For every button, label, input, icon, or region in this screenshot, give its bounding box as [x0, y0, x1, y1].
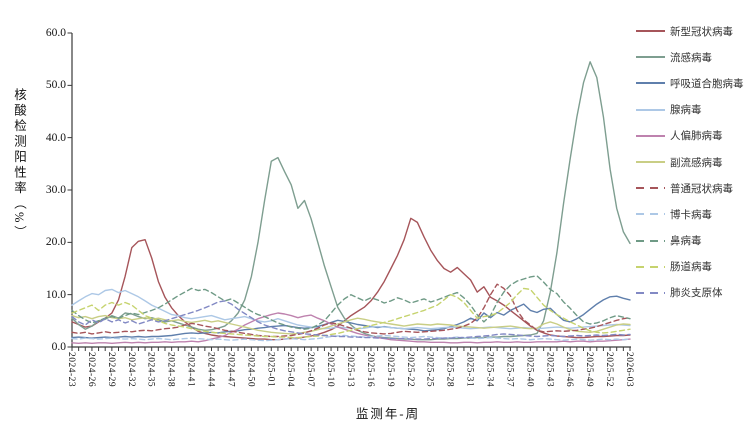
x-tick-label: 2026-03: [624, 352, 634, 388]
x-tick-label: 2025-52: [604, 352, 615, 388]
x-tick-label: 2024-35: [145, 352, 156, 388]
x-tick-label: 2025-10: [325, 352, 336, 388]
x-tick-label: 2025-01: [265, 352, 276, 388]
legend-label: 普通冠状病毒: [670, 183, 733, 195]
x-tick-label: 2024-44: [205, 352, 216, 388]
y-tick-label: 0.0: [51, 341, 66, 353]
legend-item-hmpv: 人偏肺病毒: [636, 123, 744, 149]
series-line-influenza: [71, 61, 631, 341]
y-axis-title: 核酸检测阳性率（%）: [12, 88, 26, 241]
series-line-parainfluenza: [71, 314, 631, 335]
legend-label: 呼吸道合胞病毒: [670, 78, 744, 90]
series-line-rhinovirus: [71, 275, 631, 330]
legend-item-adenovirus: 腺病毒: [636, 97, 744, 123]
x-tick-label: 2025-13: [345, 352, 355, 388]
x-tick-label: 2025-07: [305, 352, 316, 388]
x-tick-label: 2025-19: [384, 352, 395, 388]
y-tick-label: 60.0: [45, 27, 66, 39]
x-tick-label: 2025-40: [524, 352, 535, 388]
legend-label: 鼻病毒: [670, 236, 702, 248]
legend-label: 流感病毒: [670, 52, 712, 64]
x-axis-title: 监测年-周: [355, 407, 421, 421]
axes: [71, 33, 631, 348]
legend-swatch-adenovirus: [636, 108, 665, 111]
x-tick-label: 2024-26: [85, 352, 96, 388]
x-tick-label: 2024-38: [165, 352, 176, 388]
legend-label: 新型冠状病毒: [670, 26, 733, 38]
x-tick-label: 2024-47: [225, 352, 236, 388]
legend-item-enterovirus: 肠道病毒: [636, 254, 744, 280]
legend-item-mycoplasma: 肺炎支原体: [636, 280, 744, 306]
y-tick-label: 10.0: [45, 288, 66, 301]
series-line-seasonal-cov: [71, 283, 631, 338]
legend-label: 肺炎支原体: [670, 288, 723, 300]
legend-swatch-mycoplasma: [636, 291, 665, 294]
x-tick-label: 2025-49: [584, 352, 595, 388]
series-line-enterovirus: [71, 287, 631, 339]
x-tick-label: 2025-25: [424, 352, 435, 388]
series-line-sars-cov-2: [71, 217, 631, 341]
series-line-mycoplasma: [71, 300, 631, 340]
legend-item-seasonal-cov: 普通冠状病毒: [636, 175, 744, 201]
series-line-rsv: [71, 295, 631, 339]
x-tick-label: 2025-46: [564, 352, 575, 388]
legend-item-parainfluenza: 副流感病毒: [636, 149, 744, 175]
x-tick-label: 2025-22: [404, 352, 415, 388]
legend: 新型冠状病毒 流感病毒呼吸道合胞病毒 腺病毒人偏肺病毒副流感病毒普通冠状病毒 博卡病毒…: [636, 18, 744, 306]
legend-item-rsv: 呼吸道合胞病毒: [636, 70, 744, 96]
legend-item-bocavirus: 博卡病毒: [636, 201, 744, 227]
x-tick-label: 2025-16: [364, 352, 375, 388]
series-line-hmpv: [71, 312, 631, 344]
legend-label: 博卡病毒: [670, 209, 712, 221]
x-tick-label: 2025-34: [484, 352, 495, 388]
legend-label: 肠道病毒: [670, 262, 712, 274]
legend-swatch-bocavirus: [636, 213, 665, 216]
legend-label: 腺病毒: [670, 105, 702, 117]
x-tick-label: 2025-43: [544, 352, 555, 388]
legend-swatch-influenza: [636, 56, 665, 59]
legend-item-sars-cov-2: 新型冠状病毒: [636, 18, 744, 44]
legend-swatch-hmpv: [636, 134, 665, 137]
y-ticks: [67, 32, 72, 348]
legend-swatch-enterovirus: [636, 265, 665, 268]
x-tick-label: 2024-29: [105, 352, 116, 388]
y-tick-label: 40.0: [45, 131, 66, 144]
x-tick-label: 2025-37: [504, 352, 515, 388]
x-tick-label: 2025-28: [444, 352, 455, 388]
legend-item-influenza: 流感病毒: [636, 44, 744, 70]
y-tick-label: 30.0: [45, 184, 66, 196]
x-tick-label: 2024-41: [185, 352, 196, 388]
x-tick-label: 2024-32: [125, 352, 136, 388]
y-tick-label: 50.0: [45, 79, 66, 92]
x-tick-label: 2025-04: [285, 352, 296, 388]
legend-label: 人偏肺病毒: [670, 131, 723, 143]
legend-swatch-sars-cov-2: [636, 30, 665, 33]
x-tick-label: 2024-23: [66, 352, 76, 388]
legend-item-rhinovirus: 鼻病毒: [636, 228, 744, 254]
legend-label: 副流感病毒: [670, 157, 723, 169]
x-tick-label: 2024-50: [245, 352, 256, 388]
legend-swatch-rsv: [636, 82, 665, 85]
y-tick-label: 20.0: [45, 236, 66, 249]
legend-swatch-parainfluenza: [636, 161, 665, 164]
legend-swatch-seasonal-cov: [636, 187, 665, 190]
legend-swatch-rhinovirus: [636, 239, 665, 242]
series-line-bocavirus: [71, 334, 631, 342]
x-tick-label: 2025-31: [464, 352, 475, 388]
x-ticks: [71, 347, 631, 351]
